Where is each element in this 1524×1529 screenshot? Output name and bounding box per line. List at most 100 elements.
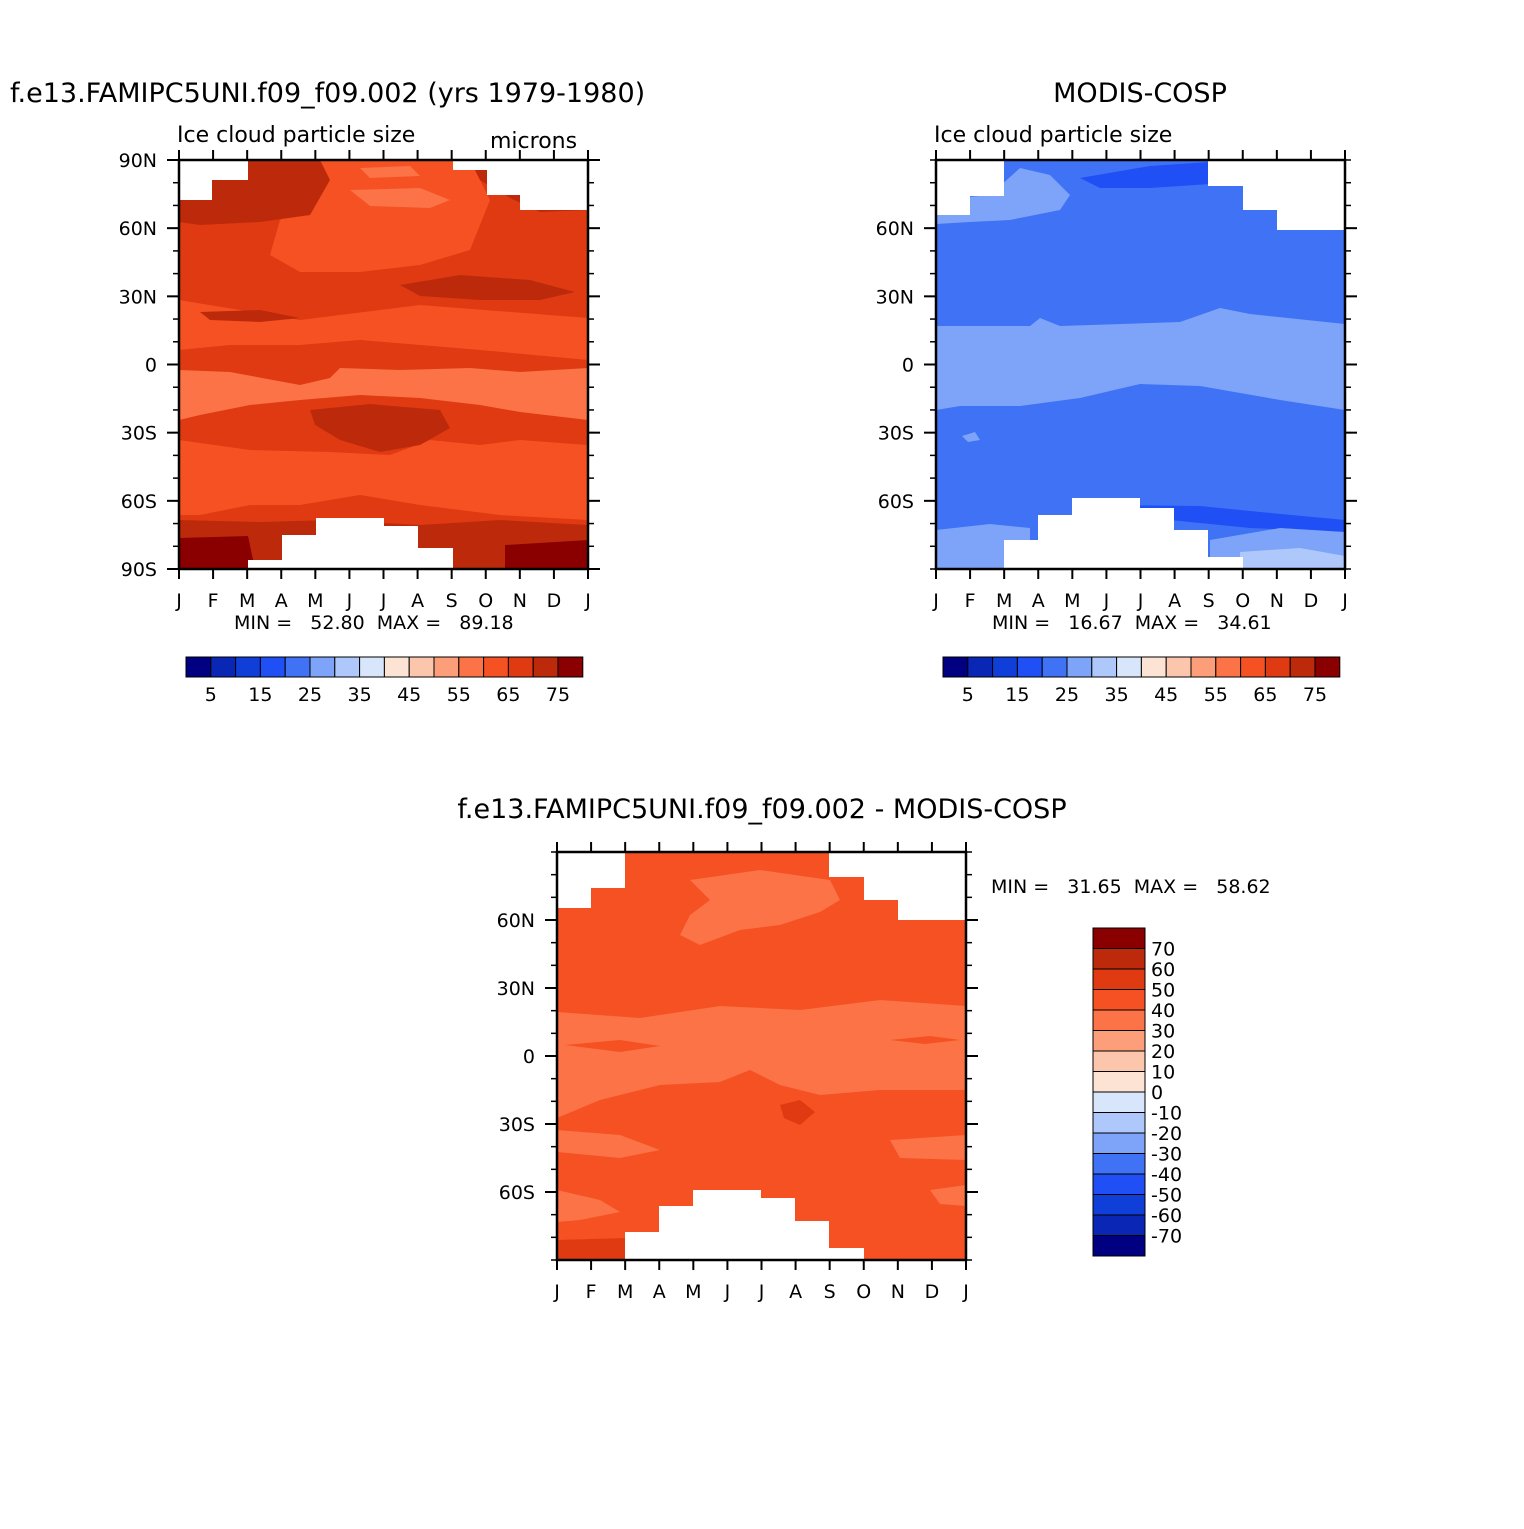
colorbar-swatch	[1092, 927, 1146, 949]
colorbar-label: -40	[1151, 1164, 1182, 1186]
colorbar-swatch	[1116, 656, 1142, 678]
x-tick-label: D	[547, 590, 562, 612]
colorbar-label: 55	[447, 684, 471, 706]
x-tick-label: S	[824, 1281, 836, 1303]
y-tick-label: 0	[902, 355, 914, 377]
field-band-south-light	[179, 368, 588, 420]
panel-obs-colorbar: 5 15 25 35 45 55 65 75	[942, 656, 1341, 706]
panel-model-subtitle: Ice cloud particle size	[177, 123, 415, 148]
x-tick-label: M	[1064, 590, 1080, 612]
colorbar-label: 35	[348, 684, 372, 706]
panel-diff: f.e13.FAMIPC5UNI.f09_f09.002 - MODIS-COS…	[457, 794, 1270, 1303]
panel-obs-y-axis: 60N 30N 0 30S 60S	[876, 159, 1357, 570]
y-tick-label: 90N	[119, 150, 157, 172]
colorbar-swatch	[967, 656, 994, 678]
colorbar-label: 60	[1151, 959, 1175, 981]
colorbar-swatch	[1092, 989, 1146, 1011]
colorbar-swatch	[1092, 948, 1146, 970]
colorbar-swatch	[1215, 656, 1242, 678]
colorbar-label: 15	[248, 684, 272, 706]
colorbar-swatch	[1092, 1173, 1146, 1195]
colorbar-swatch	[942, 656, 969, 678]
x-tick-label: D	[925, 1281, 940, 1303]
panel-obs-field	[936, 160, 1345, 569]
diff-field-mask-south	[625, 1190, 864, 1260]
colorbar-swatch	[359, 656, 385, 678]
colorbar-swatch	[483, 656, 509, 678]
colorbar-label: 50	[1151, 980, 1175, 1002]
panel-model-y-axis: 90N 60N 30N 0 30S 60S 90S	[119, 150, 600, 581]
x-tick-label: N	[1270, 590, 1284, 612]
diff-field-south-light	[557, 1130, 966, 1160]
colorbar-swatch	[557, 656, 584, 678]
y-tick-label: 30S	[878, 423, 914, 445]
colorbar-swatch	[1092, 1030, 1146, 1052]
colorbar-swatch	[1092, 1112, 1146, 1134]
x-tick-label: A	[1032, 590, 1045, 612]
obs-field-tropics-light	[936, 308, 1345, 410]
obs-field-mask-north	[936, 160, 1345, 230]
colorbar-label: 15	[1005, 684, 1029, 706]
colorbar-label: 65	[1253, 684, 1277, 706]
y-tick-label: 60N	[497, 910, 535, 932]
x-tick-label: S	[446, 590, 458, 612]
x-tick-label: N	[513, 590, 527, 612]
colorbar-label: 5	[205, 684, 217, 706]
colorbar-swatch	[284, 656, 311, 678]
colorbar-swatch	[1092, 1194, 1146, 1216]
x-tick-label: A	[789, 1281, 802, 1303]
colorbar-swatch	[1092, 1132, 1146, 1154]
colorbar-swatch	[185, 656, 212, 678]
obs-field-mask-south	[1004, 498, 1243, 569]
panel-obs-title: MODIS-COSP	[1053, 78, 1227, 109]
x-tick-label: A	[411, 590, 424, 612]
x-tick-label: F	[965, 590, 976, 612]
colorbar-swatch	[992, 656, 1018, 678]
y-tick-label: 60N	[119, 218, 157, 240]
panel-diff-y-axis: 60N 30N 0 30S 60S	[497, 851, 978, 1261]
colorbar-swatch	[1240, 656, 1266, 678]
field-band-south-mid	[179, 440, 588, 520]
colorbar-label: -70	[1151, 1226, 1182, 1248]
x-tick-label: A	[653, 1281, 666, 1303]
colorbar-swatch	[507, 656, 534, 678]
panel-obs-subtitle: Ice cloud particle size	[934, 123, 1172, 148]
diff-field-tropics-light	[557, 1000, 966, 1118]
x-tick-label: O	[1235, 590, 1250, 612]
x-tick-label: A	[275, 590, 288, 612]
x-tick-label: A	[1168, 590, 1181, 612]
field-light-patch-north	[350, 188, 450, 208]
panel-model-colorbar: 5 15 25 35 45 55 65 75	[185, 656, 584, 706]
colorbar-swatch	[1092, 1214, 1146, 1236]
panel-model-field	[179, 160, 588, 569]
obs-field-patch	[962, 432, 980, 442]
colorbar-swatch	[1016, 656, 1043, 678]
x-tick-label: O	[856, 1281, 871, 1303]
y-tick-label: 30S	[121, 423, 157, 445]
colorbar-swatch	[235, 656, 261, 678]
colorbar-swatch	[210, 656, 237, 678]
panel-diff-field	[557, 852, 966, 1260]
y-tick-label: 30N	[119, 286, 157, 308]
diff-field-north-light	[680, 870, 840, 945]
x-tick-label: J	[1341, 590, 1348, 612]
colorbar-swatch	[334, 656, 361, 678]
colorbar-swatch	[1140, 656, 1167, 678]
x-tick-label: O	[478, 590, 493, 612]
colorbar-label: 5	[962, 684, 974, 706]
field-mask-south	[248, 518, 453, 569]
colorbar-label: -20	[1151, 1123, 1182, 1145]
obs-field-antarctic-lighter	[1240, 548, 1345, 569]
x-tick-label: N	[891, 1281, 905, 1303]
field-darkest-se	[179, 536, 255, 569]
field-light-patch-n2	[360, 166, 420, 178]
panel-diff-stats: MIN = 31.65 MAX = 58.62	[991, 876, 1271, 898]
colorbar-label: 30	[1151, 1021, 1175, 1043]
diff-field-dark-patch	[780, 1100, 815, 1125]
colorbar-label: 55	[1204, 684, 1228, 706]
colorbar-swatch	[532, 656, 559, 678]
